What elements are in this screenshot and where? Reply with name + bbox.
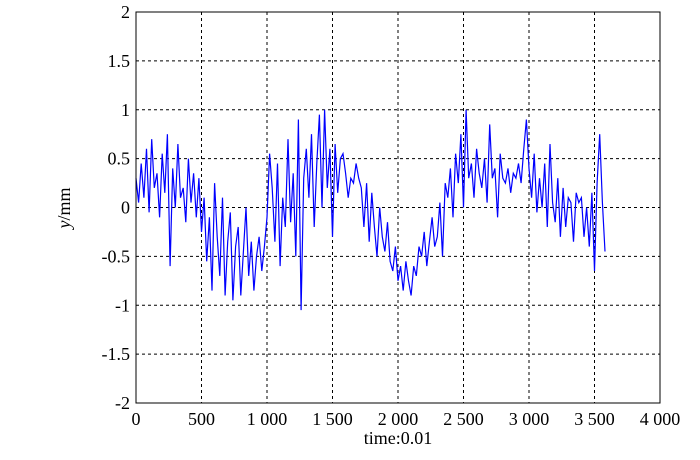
plot-frame (135, 11, 661, 404)
y-tick-label: 0 (121, 198, 130, 218)
y-tick-label: -0.5 (102, 246, 131, 266)
x-tick-label: 2 500 (443, 409, 484, 429)
y-axis-label-var: y (54, 221, 74, 231)
x-tick-label: 1 000 (247, 409, 288, 429)
x-tick-label: 4 000 (640, 409, 681, 429)
y-tick-label: 1 (121, 100, 130, 120)
x-tick-label: 3 000 (509, 409, 550, 429)
x-tick-label: 1 500 (312, 409, 353, 429)
y-tick-label: 0.5 (108, 149, 131, 169)
y-tick-label: -1 (115, 295, 130, 315)
grid (136, 12, 660, 403)
x-tick-label: 500 (188, 409, 215, 429)
x-axis-label: time:0.01 (364, 428, 433, 448)
series (135, 109, 606, 311)
x-tick-label: 0 (132, 409, 141, 429)
y-axis-label: y/mm (54, 187, 74, 230)
y-tick-label: -2 (115, 393, 130, 413)
x-tick-label: 2 000 (378, 409, 419, 429)
ticks: 0 500 1 000 1 500 2 000 2 500 3 000 3 500 4 000 -… (102, 2, 681, 429)
series-line (135, 109, 606, 311)
y-tick-label: 2 (121, 2, 130, 22)
y-tick-label: -1.5 (102, 344, 131, 364)
y-tick-label: 1.5 (108, 51, 131, 71)
y-axis-label-unit: /mm (54, 187, 74, 220)
x-tick-label: 3 500 (574, 409, 615, 429)
